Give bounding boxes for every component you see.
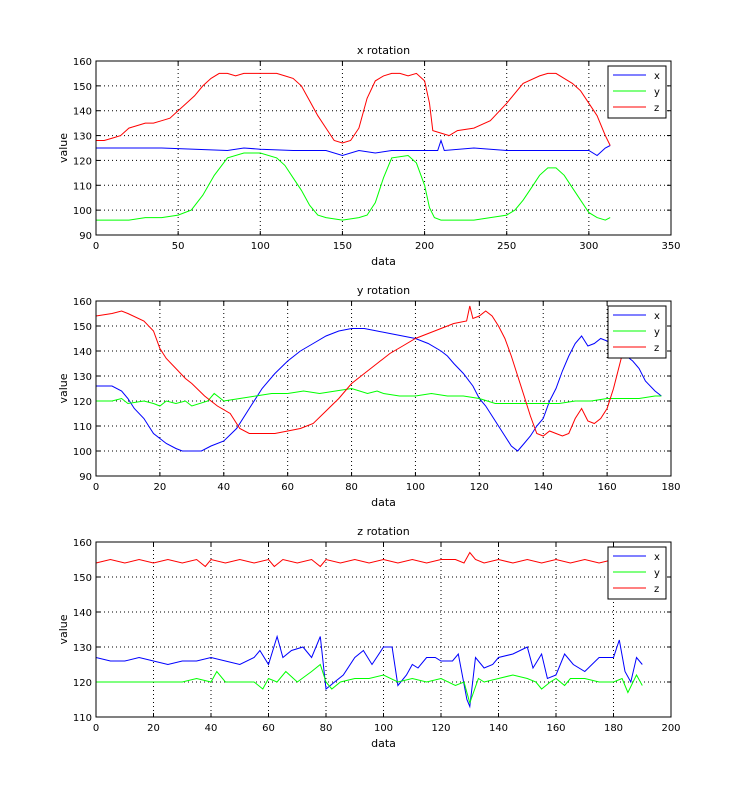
y-tick-label: 110: [73, 422, 92, 433]
x-tick-label: 160: [598, 482, 617, 493]
y-tick-label: 130: [73, 643, 92, 654]
plot-frame: [95, 541, 672, 718]
x-tick-label: 200: [415, 241, 434, 252]
y-tick-label: 150: [73, 573, 92, 584]
x-axis-label: data: [371, 496, 396, 509]
series-line-y: [96, 663, 643, 705]
x-tick-label: 20: [147, 723, 160, 734]
y-tick-label: 140: [73, 347, 92, 358]
x-tick-label: 100: [374, 723, 393, 734]
x-tick-label: 40: [217, 482, 230, 493]
plot-frame: [95, 60, 672, 236]
x-tick-label: 180: [604, 723, 623, 734]
series-line-x: [96, 138, 611, 157]
legend-label: y: [654, 87, 660, 98]
legend-label: z: [654, 103, 659, 114]
legend-label: z: [654, 343, 659, 354]
series-line-x: [95, 634, 643, 709]
x-tick-label: 0: [93, 241, 99, 252]
legend-label: y: [654, 327, 660, 338]
x-tick-label: 120: [431, 723, 450, 734]
x-tick-label: 350: [661, 241, 680, 252]
y-axis-label: value: [57, 133, 70, 163]
x-tick-label: 250: [497, 241, 516, 252]
x-tick-label: 0: [93, 482, 99, 493]
y-tick-label: 120: [73, 156, 92, 167]
legend-label: x: [654, 311, 660, 322]
legend: xyz: [607, 305, 667, 359]
y-tick-label: 140: [73, 107, 92, 118]
y-tick-label: 100: [73, 447, 92, 458]
y-tick-label: 120: [73, 678, 92, 689]
chart-2: y rotation 0 20 40 60 80 100 120 140 160 180 90 100 1…: [57, 284, 681, 509]
legend-label: y: [654, 568, 660, 579]
series-line-z: [95, 551, 643, 568]
y-axis-label: value: [57, 614, 70, 644]
chart-1: x rotation 0 50 100 150 200 250 300 350 90 100 110 1…: [57, 44, 681, 268]
x-tick-label: 60: [281, 482, 294, 493]
x-axis-label: data: [371, 737, 396, 750]
legend-label: x: [654, 552, 660, 563]
y-tick-label: 150: [73, 322, 92, 333]
y-tick-label: 140: [73, 608, 92, 619]
chart-title: x rotation: [357, 44, 410, 57]
series-line-z: [96, 72, 611, 146]
x-tick-label: 100: [406, 482, 425, 493]
x-tick-label: 150: [333, 241, 352, 252]
x-tick-label: 180: [661, 482, 680, 493]
x-tick-label: 50: [172, 241, 185, 252]
x-tick-label: 160: [546, 723, 565, 734]
y-tick-label: 150: [73, 82, 92, 93]
series-line-y: [96, 152, 611, 221]
legend: xyz: [607, 65, 667, 119]
y-tick-label: 160: [73, 297, 92, 308]
x-tick-label: 40: [205, 723, 218, 734]
y-tick-label: 110: [73, 181, 92, 192]
x-tick-label: 80: [345, 482, 358, 493]
legend-label: z: [654, 584, 659, 595]
y-tick-label: 110: [73, 713, 92, 724]
chart-3: z rotation 0 20 40 60 80 100 120 140 160 180 200 110…: [57, 525, 681, 750]
x-tick-label: 20: [154, 482, 167, 493]
x-axis-label: data: [371, 255, 396, 268]
y-tick-label: 100: [73, 206, 92, 217]
legend: xyz: [607, 546, 667, 600]
chart-title: z rotation: [357, 525, 409, 538]
y-tick-label: 160: [73, 57, 92, 68]
x-tick-label: 300: [579, 241, 598, 252]
chart-title: y rotation: [357, 284, 410, 297]
x-tick-label: 140: [534, 482, 553, 493]
y-axis-label: value: [57, 373, 70, 403]
y-tick-label: 130: [73, 372, 92, 383]
series-line-x: [96, 328, 662, 452]
x-tick-label: 100: [251, 241, 270, 252]
x-tick-label: 60: [262, 723, 275, 734]
x-tick-label: 0: [93, 723, 99, 734]
series-line-z: [95, 305, 640, 437]
x-tick-label: 200: [661, 723, 680, 734]
y-tick-label: 90: [79, 231, 92, 242]
plot-frame: [95, 300, 672, 477]
y-tick-label: 130: [73, 132, 92, 143]
legend-label: x: [654, 71, 660, 82]
series-line-y: [96, 387, 662, 407]
y-tick-label: 90: [79, 472, 92, 483]
y-tick-label: 120: [73, 397, 92, 408]
y-tick-label: 160: [73, 538, 92, 549]
x-tick-label: 140: [489, 723, 508, 734]
x-tick-label: 80: [320, 723, 333, 734]
x-tick-label: 120: [470, 482, 489, 493]
